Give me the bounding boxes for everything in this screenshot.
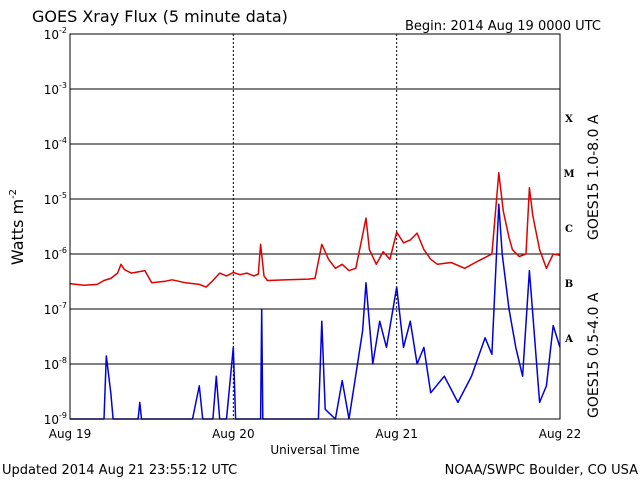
x-tick-label: Aug 20 bbox=[212, 427, 255, 441]
x-tick-labels: Aug 19 Aug 20 Aug 21 Aug 22 bbox=[49, 427, 582, 441]
flare-class-labels: X M C B A bbox=[563, 114, 574, 345]
flare-class-label: C bbox=[565, 224, 573, 235]
y-tick-label: 10-5 bbox=[44, 191, 67, 207]
y-tick-label: 10-4 bbox=[44, 136, 67, 152]
x-axis-label: Universal Time bbox=[270, 443, 359, 457]
chart-title: GOES Xray Flux (5 minute data) bbox=[32, 7, 288, 26]
y-tick-label: 10-6 bbox=[44, 246, 67, 262]
series-layer bbox=[69, 172, 561, 420]
legend-short-channel: GOES15 0.5-4.0 A bbox=[586, 292, 602, 418]
x-tick-label: Aug 22 bbox=[539, 427, 582, 441]
flare-class-label: M bbox=[563, 169, 574, 180]
y-axis-label: Watts m-2 bbox=[8, 189, 27, 265]
flare-class-label: B bbox=[565, 279, 573, 290]
data-source: NOAA/SWPC Boulder, CO USA bbox=[445, 463, 638, 478]
y-tick-labels: 10-2 10-3 10-4 10-5 10-6 10-7 10-8 10-9 bbox=[44, 26, 67, 427]
y-tick-label: 10-2 bbox=[44, 26, 67, 42]
series-long-channel-line bbox=[69, 172, 561, 288]
y-tick-label: 10-3 bbox=[44, 81, 67, 97]
flare-class-label: A bbox=[564, 334, 573, 345]
grid-layer bbox=[69, 33, 561, 420]
y-tick-label: 10-7 bbox=[44, 301, 67, 317]
svg-text:Watts m-2: Watts m-2 bbox=[8, 189, 27, 265]
y-tick-label: 10-9 bbox=[44, 411, 67, 427]
y-tick-label: 10-8 bbox=[44, 356, 67, 372]
updated-time: Updated 2014 Aug 21 23:55:12 UTC bbox=[2, 463, 237, 478]
x-tick-label: Aug 21 bbox=[375, 427, 418, 441]
y-axis-label-exponent: -2 bbox=[8, 189, 19, 199]
legend-long-channel: GOES15 1.0-8.0 A bbox=[586, 114, 602, 240]
x-tick-label: Aug 19 bbox=[49, 427, 92, 441]
begin-time: Begin: 2014 Aug 19 0000 UTC bbox=[405, 19, 601, 34]
y-axis-label-text: Watts m bbox=[8, 199, 27, 265]
series-short-channel-line bbox=[70, 203, 561, 420]
flare-class-label: X bbox=[565, 114, 573, 125]
plot-frame bbox=[69, 33, 561, 420]
